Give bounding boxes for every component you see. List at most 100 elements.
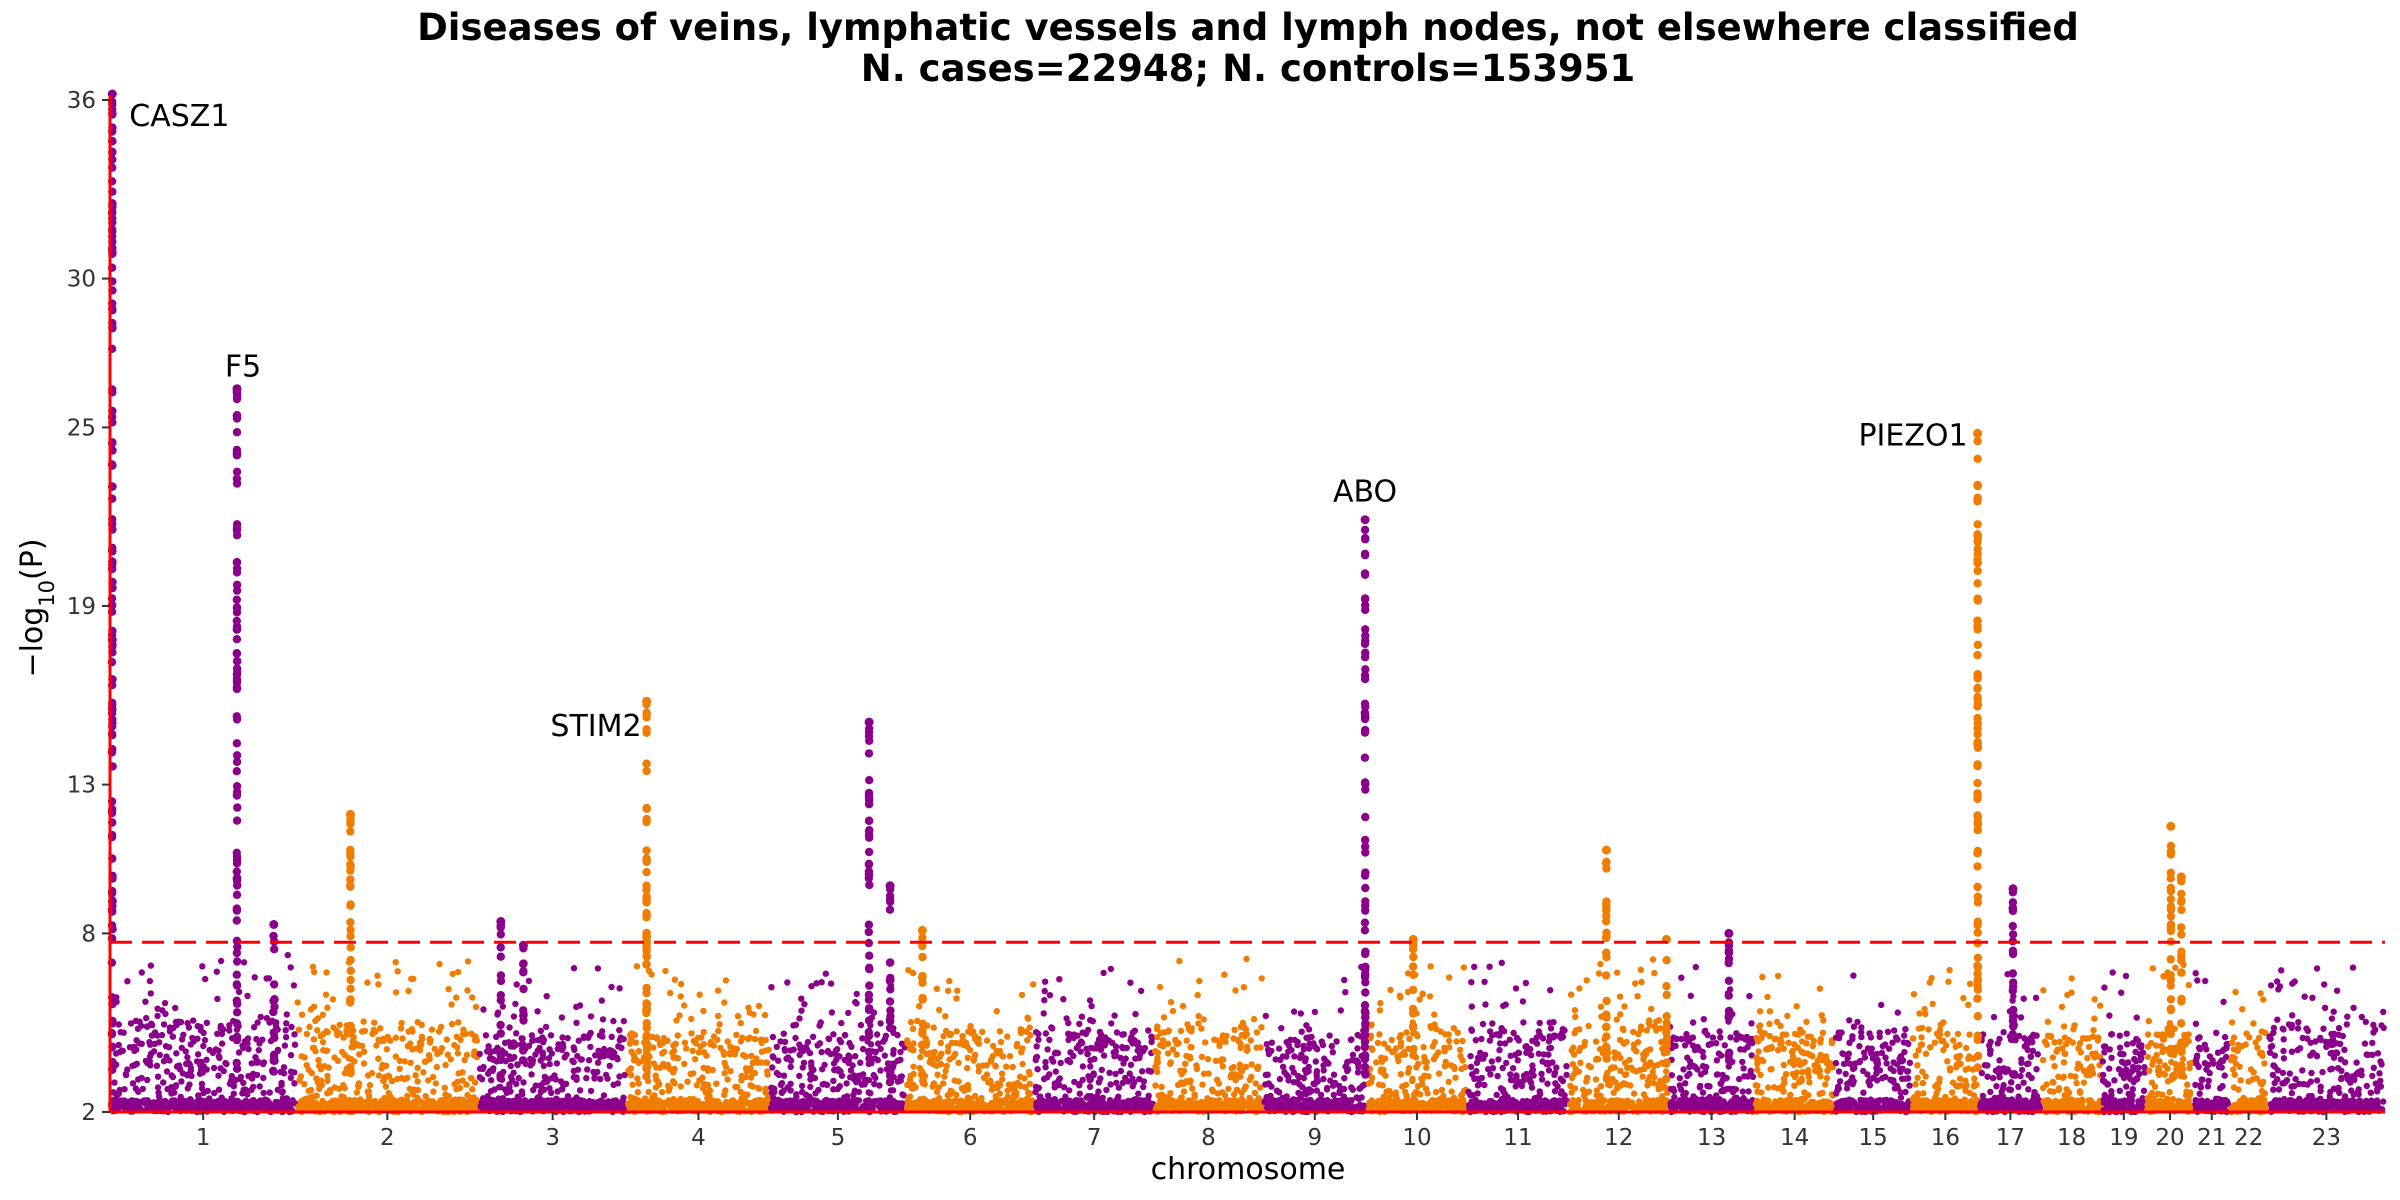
snp-point	[809, 1033, 817, 1041]
snp-point	[519, 1091, 526, 1098]
snp-point	[965, 1097, 973, 1105]
snp-point	[1195, 1012, 1202, 1020]
snp-point	[488, 1077, 495, 1084]
snp-point	[1205, 1070, 1212, 1077]
snp-point	[983, 1037, 991, 1044]
snp-point	[552, 1097, 560, 1104]
snp-point	[702, 1089, 709, 1096]
snp-point	[110, 1089, 117, 1096]
snp-point	[1376, 1007, 1384, 1014]
snp-point	[548, 1089, 555, 1097]
snp-point	[1513, 1073, 1520, 1081]
snp-point	[392, 989, 400, 996]
snp-point	[1375, 1081, 1383, 1088]
snp-point	[738, 1072, 745, 1080]
snp-point	[499, 1003, 506, 1010]
snp-point	[813, 980, 820, 987]
snp-point	[1033, 1043, 1040, 1050]
snp-point	[370, 1102, 377, 1110]
snp-point	[1188, 1044, 1195, 1051]
snp-point	[1132, 1055, 1139, 1062]
snp-point	[1033, 1029, 1040, 1036]
snp-point	[1420, 1044, 1427, 1051]
snp-point	[377, 1025, 384, 1032]
snp-point	[832, 1047, 840, 1054]
snp-point	[816, 1022, 823, 1029]
snp-point	[1496, 1046, 1503, 1054]
snp-point	[215, 1053, 223, 1060]
snp-point	[199, 1102, 207, 1110]
snp-point	[724, 1038, 731, 1045]
snp-point	[755, 1002, 763, 1010]
snp-point	[845, 1009, 852, 1017]
snp-point	[590, 1068, 597, 1076]
snp-point	[700, 1064, 707, 1072]
snp-point	[1299, 1084, 1306, 1091]
snp-point	[1445, 1037, 1453, 1045]
snp-point	[263, 1014, 270, 1022]
snp-point	[235, 988, 243, 995]
snp-point	[341, 1084, 348, 1092]
snp-point	[215, 1072, 222, 1079]
snp-point	[305, 1087, 312, 1095]
snp-point	[570, 965, 578, 972]
snp-point	[1421, 1100, 1428, 1107]
snp-point	[144, 1076, 151, 1084]
snp-point	[559, 1034, 566, 1041]
snp-point	[194, 1098, 201, 1105]
snp-point	[755, 1084, 762, 1092]
snp-point	[245, 1045, 252, 1053]
snp-point	[1046, 1071, 1053, 1078]
snp-point	[834, 1052, 842, 1060]
snp-point	[944, 1048, 952, 1055]
snp-point	[1253, 1044, 1260, 1051]
snp-point	[627, 1036, 635, 1044]
snp-point	[748, 1101, 755, 1109]
snp-point	[1376, 1031, 1383, 1038]
snp-point	[455, 1019, 462, 1026]
snp-point	[1131, 1027, 1139, 1034]
snp-point	[310, 1036, 318, 1043]
snp-point	[760, 1097, 768, 1105]
snp-point	[453, 1085, 460, 1093]
snp-point	[1305, 1026, 1313, 1033]
snp-point	[319, 1039, 327, 1046]
snp-point	[1308, 1087, 1315, 1095]
snp-point	[1488, 1058, 1496, 1065]
snp-point	[747, 1074, 755, 1081]
snp-point	[1219, 1038, 1226, 1045]
snp-point	[169, 1033, 177, 1040]
snp-point	[1009, 1063, 1016, 1071]
snp-point	[1086, 997, 1094, 1004]
snp-point	[155, 1089, 162, 1097]
snp-point	[650, 1060, 657, 1067]
snp-point	[1382, 1072, 1389, 1079]
snp-point	[221, 1097, 228, 1105]
snp-point	[798, 1007, 805, 1014]
snp-point	[457, 1036, 464, 1044]
snp-point	[1312, 1058, 1320, 1065]
snp-point	[993, 1047, 1000, 1055]
snp-point	[534, 1047, 541, 1055]
snp-point	[772, 1103, 780, 1110]
snp-point	[700, 1080, 708, 1088]
snp-point	[442, 1061, 449, 1069]
snp-point	[753, 1055, 760, 1062]
snp-point	[163, 1068, 171, 1075]
snp-point	[287, 1052, 295, 1059]
snp-point	[1538, 1076, 1546, 1083]
snp-point	[539, 1049, 546, 1056]
snp-point	[1018, 1049, 1025, 1056]
snp-point	[948, 1039, 956, 1047]
snp-point	[444, 1051, 451, 1058]
snp-point	[122, 1104, 129, 1111]
snp-point	[748, 1052, 755, 1060]
snp-point	[326, 1089, 334, 1096]
snp-point	[453, 994, 460, 1001]
snp-point	[808, 1059, 815, 1066]
snp-point	[261, 1096, 269, 1103]
snp-point	[142, 998, 149, 1005]
snp-point	[1091, 1055, 1098, 1063]
snp-point	[975, 1068, 982, 1075]
snp-point	[509, 1055, 516, 1062]
